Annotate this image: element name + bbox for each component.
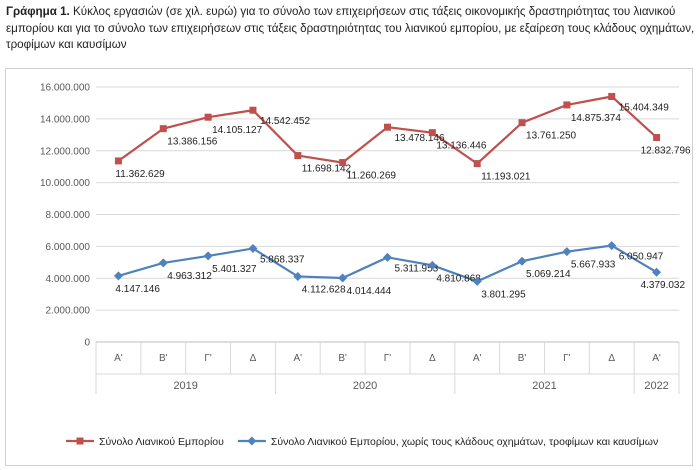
data-label: 13.136.446 [436, 141, 486, 152]
data-label: 12.832.796 [641, 145, 691, 156]
data-label: 4.112.628 [302, 284, 346, 295]
legend-label: Σύνολο Λιανικού Εμπορίου [99, 436, 224, 448]
data-point [383, 252, 392, 262]
year-label: 2019 [173, 380, 197, 392]
x-tick-label: Γ' [204, 353, 212, 364]
data-label: 13.761.250 [526, 131, 576, 142]
x-tick-label: Γ' [384, 353, 392, 364]
data-label: 4.014.444 [347, 286, 392, 297]
data-label: 5.401.327 [212, 264, 257, 275]
data-label: 11.260.269 [347, 171, 397, 182]
y-tick-label: 6.000.000 [46, 242, 91, 253]
x-tick-label: Β' [159, 353, 168, 364]
data-point [563, 101, 571, 109]
data-point [652, 267, 662, 277]
x-tick-label: Δ [250, 353, 257, 364]
data-point [427, 260, 437, 270]
legend-marker [76, 437, 84, 445]
x-tick-label: Δ [608, 353, 615, 364]
data-label: 5.069.214 [526, 269, 571, 280]
data-label: 5.667.933 [571, 260, 616, 271]
data-label: 4.810.868 [436, 273, 481, 284]
data-label: 4.379.032 [641, 280, 686, 291]
x-tick-label: Α' [652, 353, 661, 364]
data-label: 3.801.295 [481, 289, 526, 300]
data-point [473, 160, 481, 168]
data-point [294, 152, 302, 160]
x-tick-label: Δ [429, 353, 436, 364]
data-label: 14.875.374 [571, 113, 621, 124]
chart-area: 0 2.000.000 4.000.000 6.000.000 8.000.000 10.… [5, 68, 693, 466]
legend-marker [247, 436, 257, 446]
y-tick-label: 14.000.000 [40, 114, 90, 125]
y-tick-label: 0 [84, 338, 90, 349]
x-tick-label: Α' [473, 353, 482, 364]
data-point [249, 106, 257, 114]
data-label: 6.050.947 [619, 252, 664, 263]
data-label: 4.963.312 [167, 271, 212, 282]
data-point [608, 92, 616, 100]
data-label: 4.147.146 [115, 284, 160, 295]
data-point [293, 271, 303, 281]
data-label: 11.362.629 [115, 169, 165, 180]
data-point [204, 113, 212, 121]
data-point [472, 276, 482, 286]
legend-label: Σύνολο Λιανικού Εμπορίου, χωρίς τους κλά… [271, 436, 658, 448]
year-label: 2022 [644, 380, 668, 392]
data-label: 14.542.452 [260, 116, 310, 127]
x-tick-label: Α' [114, 353, 123, 364]
data-label: 13.386.156 [167, 137, 217, 148]
caption-prefix: Γράφημα 1. [6, 5, 70, 18]
data-point [248, 243, 258, 253]
data-point [114, 157, 122, 165]
y-tick-label: 4.000.000 [46, 274, 91, 285]
data-point [159, 125, 167, 133]
year-label: 2020 [353, 380, 377, 392]
x-tick-label: Γ' [563, 353, 571, 364]
data-point [653, 133, 661, 141]
data-point [384, 123, 391, 131]
y-tick-label: 12.000.000 [40, 146, 90, 157]
y-tick-label: 16.000.000 [40, 83, 90, 94]
x-tick-label: Α' [294, 353, 303, 364]
x-tick-label: Β' [518, 353, 527, 364]
y-tick-label: 8.000.000 [46, 210, 91, 221]
data-point [518, 119, 526, 127]
x-tick-label: Β' [338, 353, 347, 364]
caption-text: Κύκλος εργασιών (σε χιλ. ευρώ) για το σύ… [6, 5, 695, 51]
data-point [339, 159, 347, 167]
y-tick-label: 2.000.000 [46, 306, 91, 317]
chart-caption: Γράφημα 1. Κύκλος εργασιών (σε χιλ. ευρώ… [6, 4, 696, 54]
data-point [158, 258, 168, 268]
data-label: 11.698.142 [302, 164, 352, 175]
data-point [562, 247, 572, 257]
data-label: 5.868.337 [260, 254, 305, 265]
data-label: 14.105.127 [212, 125, 262, 136]
data-point [203, 251, 213, 261]
data-point [428, 129, 436, 137]
data-label: 5.311.953 [395, 263, 439, 274]
data-label: 13.478.146 [395, 133, 445, 144]
line-chart: 0 2.000.000 4.000.000 6.000.000 8.000.000 10.… [40, 83, 691, 449]
data-point [517, 256, 527, 266]
year-label: 2021 [532, 380, 556, 392]
data-label: 11.193.021 [481, 172, 531, 183]
data-point [338, 273, 348, 283]
data-label: 15.404.349 [619, 102, 669, 113]
data-point [607, 241, 617, 251]
data-point [113, 271, 123, 281]
y-tick-label: 10.000.000 [40, 178, 90, 189]
